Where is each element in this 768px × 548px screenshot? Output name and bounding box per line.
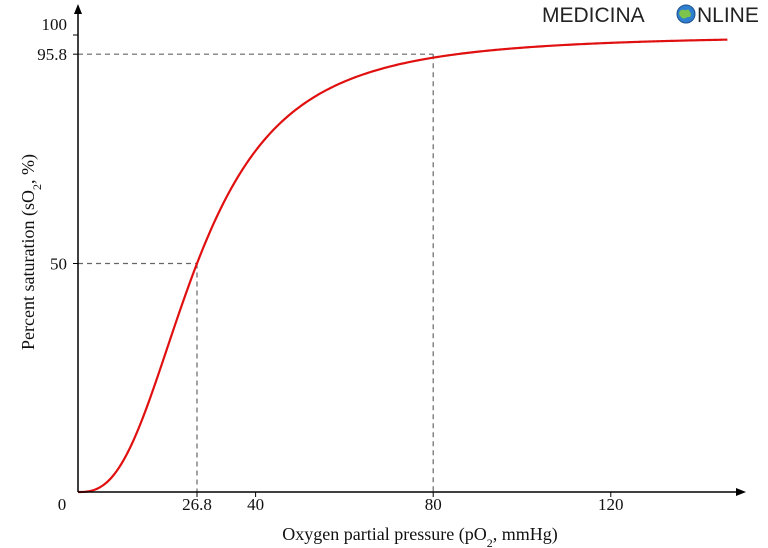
y-tick-label-100: 100 [42,15,68,34]
y-axis-title: Percent saturation (sO2, %) [18,154,44,350]
y-axis-title-prefix: Percent saturation (sO [18,190,39,350]
x-axis-title-sub: 2 [487,536,493,548]
brand-logo: MEDICINA NLINE [542,4,759,27]
reference-guides [78,53,434,492]
y-axis-title-sub: 2 [30,184,44,190]
x-tick-label-80: 80 [425,495,442,514]
x-axis-arrow [736,488,746,496]
ticks: 26.8 40 80 120 50 95.8 100 [37,15,623,514]
origin-label: 0 [58,495,67,514]
x-axis-title-prefix: Oxygen partial pressure (pO [282,524,486,545]
axes [74,4,746,496]
brand-text-right: NLINE [697,4,759,27]
x-tick-label-26.8: 26.8 [182,495,212,514]
x-axis-title: Oxygen partial pressure (pO2, mmHg) [282,524,557,548]
x-tick-label-40: 40 [247,495,264,514]
brand-text-left: MEDICINA [542,4,645,27]
y-axis-title-suffix: , %) [18,154,39,184]
y-tick-label-95.8: 95.8 [37,45,67,64]
series-line-1 [77,38,728,494]
y-tick-label-50: 50 [50,255,67,274]
x-tick-label-120: 120 [598,495,624,514]
globe-icon [676,4,696,24]
y-axis-arrow [74,4,82,14]
x-axis-title-suffix: , mmHg) [493,524,558,545]
curve-layer [77,38,728,494]
